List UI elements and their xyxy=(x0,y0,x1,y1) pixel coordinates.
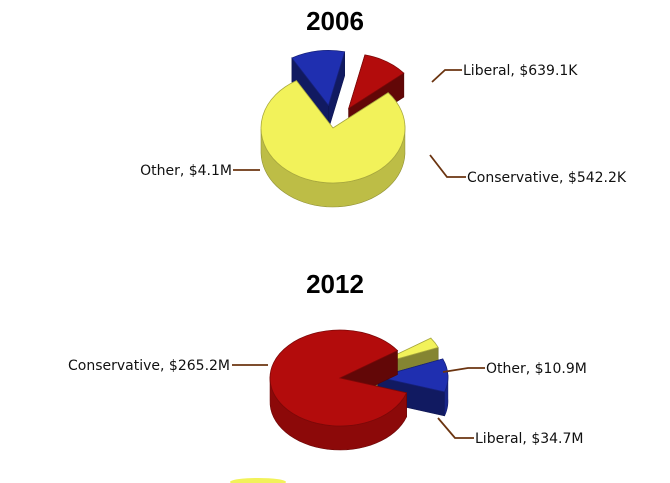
leader-line-liberal-2006 xyxy=(431,69,462,83)
cropped-pie-fragment xyxy=(230,478,286,483)
leader-line-liberal-2012 xyxy=(437,417,474,439)
slice-label-other-2006: Other, $4.1M xyxy=(140,163,232,179)
pie-chart-2012: 2012 Conservative, $265.2M Other, $10.9M… xyxy=(68,269,587,451)
pie-chart-2006: 2006 Liberal, $639.1K Conservative, $542… xyxy=(140,6,627,208)
leader-line-conservative-2006 xyxy=(429,154,466,178)
pie-slice-other-2006 xyxy=(260,79,406,208)
pie-slices-2012 xyxy=(269,329,449,451)
slice-label-conservative-2012: Conservative, $265.2M xyxy=(68,358,230,374)
pie-slice-conservative-2012 xyxy=(269,329,408,451)
slice-label-conservative-2006: Conservative, $542.2K xyxy=(467,170,627,186)
chart-title-2006: 2006 xyxy=(306,6,364,36)
slice-label-liberal-2012: Liberal, $34.7M xyxy=(475,431,583,447)
slice-label-liberal-2006: Liberal, $639.1K xyxy=(463,63,578,79)
pie-slices-2006 xyxy=(260,49,406,208)
slice-label-other-2012: Other, $10.9M xyxy=(486,361,587,377)
leader-line-other-2012 xyxy=(442,367,485,373)
chart-title-2012: 2012 xyxy=(306,269,364,299)
